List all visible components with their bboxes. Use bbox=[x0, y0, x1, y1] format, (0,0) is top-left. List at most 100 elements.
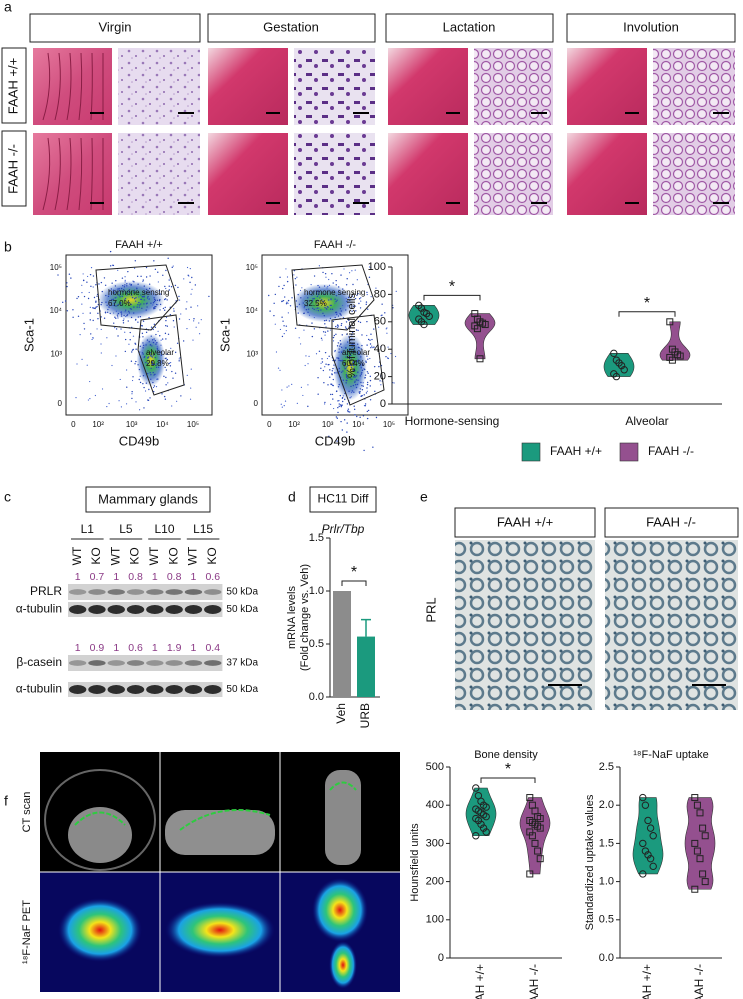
x-tick-label: FAAH -/- bbox=[692, 964, 706, 999]
event-dot bbox=[115, 280, 117, 282]
event-dot bbox=[355, 329, 358, 331]
event-dot bbox=[307, 308, 310, 310]
event-dot bbox=[351, 310, 353, 312]
event-dot bbox=[359, 390, 361, 393]
event-dot bbox=[121, 291, 124, 293]
event-dot bbox=[190, 368, 192, 370]
event-dot bbox=[346, 333, 348, 335]
event-dot bbox=[331, 373, 333, 375]
event-dot bbox=[352, 283, 354, 286]
event-dot bbox=[81, 358, 83, 361]
event-dot bbox=[172, 377, 174, 379]
event-dot bbox=[329, 376, 331, 378]
genotype-box bbox=[1, 130, 27, 207]
event-dot bbox=[164, 285, 166, 288]
event-dot bbox=[350, 366, 353, 369]
event-dot bbox=[153, 338, 155, 340]
event-dot bbox=[361, 384, 363, 387]
event-dot bbox=[108, 302, 110, 304]
event-dot bbox=[322, 331, 325, 333]
x-tick-label: Veh bbox=[334, 703, 348, 724]
data-point bbox=[482, 803, 490, 811]
event-dot bbox=[83, 322, 85, 325]
band-quant: 0.6 bbox=[128, 642, 143, 654]
event-dot bbox=[380, 346, 382, 348]
event-dot bbox=[313, 275, 316, 277]
event-dot bbox=[380, 315, 382, 317]
event-dot bbox=[350, 359, 353, 361]
event-dot bbox=[154, 307, 156, 310]
event-dot bbox=[160, 293, 162, 295]
event-dot bbox=[98, 283, 100, 285]
significance-bracket bbox=[618, 311, 676, 317]
event-dot bbox=[366, 291, 368, 294]
gate-name: hormone sensing bbox=[304, 288, 365, 297]
event-dot bbox=[344, 363, 346, 366]
event-dot bbox=[351, 390, 354, 392]
event-dot bbox=[57, 274, 59, 276]
event-dot bbox=[346, 376, 348, 379]
event-dot bbox=[108, 290, 111, 292]
event-dot bbox=[152, 304, 154, 306]
event-dot bbox=[170, 285, 173, 288]
event-dot bbox=[143, 285, 145, 287]
event-dot bbox=[323, 319, 326, 322]
event-dot bbox=[295, 300, 298, 302]
event-dot bbox=[135, 360, 137, 363]
event-dot bbox=[195, 326, 197, 328]
event-dot bbox=[310, 284, 312, 286]
data-point bbox=[699, 870, 707, 878]
blot-band bbox=[165, 685, 183, 694]
event-dot bbox=[124, 297, 127, 300]
data-point bbox=[644, 816, 652, 825]
event-dot bbox=[351, 391, 353, 394]
event-dot bbox=[173, 308, 175, 310]
event-dot bbox=[343, 366, 346, 368]
event-dot bbox=[352, 305, 355, 308]
event-dot bbox=[167, 333, 170, 335]
data-point bbox=[668, 356, 676, 364]
event-dot bbox=[146, 302, 148, 304]
event-dot bbox=[129, 331, 131, 334]
event-dot bbox=[325, 307, 328, 310]
event-dot bbox=[346, 300, 348, 303]
event-dot bbox=[338, 348, 340, 350]
event-dot bbox=[303, 307, 305, 309]
event-dot bbox=[183, 278, 185, 280]
gate-percent: 29.8% bbox=[146, 359, 169, 368]
event-dot bbox=[370, 266, 372, 269]
y-tick-label: 500 bbox=[426, 761, 444, 773]
event-dot bbox=[366, 381, 369, 384]
event-dot bbox=[346, 369, 348, 372]
event-dot bbox=[121, 295, 123, 298]
y-tick-label: 100 bbox=[368, 261, 386, 273]
genotype-label: WT bbox=[147, 546, 161, 565]
blot-band bbox=[165, 605, 183, 614]
event-dot bbox=[169, 365, 172, 367]
event-dot bbox=[143, 386, 145, 389]
data-point bbox=[536, 815, 544, 823]
event-dot bbox=[346, 353, 348, 356]
event-dot bbox=[159, 298, 161, 301]
y-tick-label: 0.5 bbox=[599, 914, 614, 926]
event-dot bbox=[117, 317, 119, 319]
event-dot bbox=[331, 393, 334, 396]
event-dot bbox=[122, 319, 124, 322]
duct bbox=[78, 52, 83, 121]
event-dot bbox=[342, 395, 344, 397]
event-dot bbox=[363, 405, 366, 407]
event-dot bbox=[336, 357, 338, 359]
genotype-label: KO bbox=[89, 547, 103, 564]
event-dot bbox=[355, 375, 358, 377]
event-dot bbox=[395, 290, 397, 292]
event-dot bbox=[120, 311, 122, 314]
event-dot bbox=[316, 295, 319, 298]
data-point bbox=[536, 824, 544, 832]
duct bbox=[90, 52, 93, 121]
event-dot bbox=[338, 405, 340, 408]
band-quant: 1 bbox=[191, 571, 197, 583]
blot-band bbox=[107, 605, 125, 614]
event-dot bbox=[349, 358, 351, 360]
event-dot bbox=[358, 392, 361, 394]
event-dot bbox=[369, 379, 372, 382]
